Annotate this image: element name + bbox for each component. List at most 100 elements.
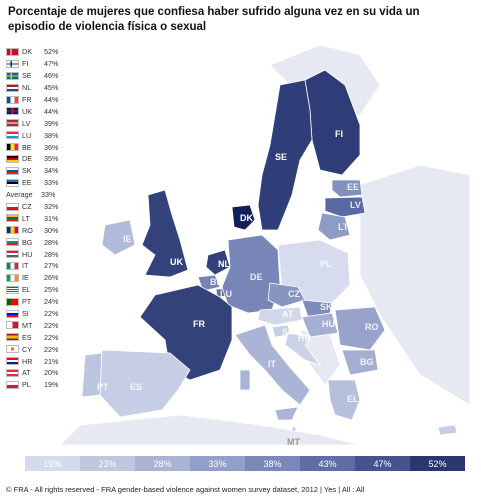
country-EE bbox=[331, 179, 363, 198]
country-CY bbox=[437, 424, 458, 436]
country-percentage: 52% bbox=[44, 47, 59, 57]
ranking-row: CY 22% bbox=[6, 343, 66, 355]
map-label-hu: HU bbox=[322, 319, 335, 329]
ranking-row: DE 35% bbox=[6, 153, 66, 165]
flag-ee bbox=[6, 178, 19, 187]
flag-mt bbox=[6, 321, 19, 330]
flag-lu bbox=[6, 131, 19, 140]
country-code: RO bbox=[22, 225, 33, 235]
country-EL bbox=[327, 379, 361, 421]
country-percentage: 22% bbox=[44, 309, 59, 319]
ranking-row: PT 24% bbox=[6, 296, 66, 308]
country-percentage: 38% bbox=[44, 130, 59, 140]
country-percentage: 31% bbox=[44, 213, 59, 223]
map-title: Porcentaje de mujeres que confiesa haber… bbox=[8, 6, 420, 33]
country-code: SE bbox=[22, 71, 32, 81]
country-FR bbox=[139, 284, 233, 381]
map-label-fi: FI bbox=[335, 129, 343, 139]
country-code: LV bbox=[22, 118, 31, 128]
ranking-row: MT 22% bbox=[6, 319, 66, 331]
map-label-malta: MT bbox=[287, 437, 300, 447]
country-code: EL bbox=[22, 285, 31, 295]
flag-uk bbox=[6, 107, 19, 116]
color-scale-legend: 19% 23% 28% 33% 38% 43% 47% 52% bbox=[25, 456, 465, 471]
country-code: BE bbox=[22, 142, 32, 152]
map-label-bg: BG bbox=[360, 357, 374, 367]
country-percentage: 22% bbox=[44, 332, 59, 342]
flag-at bbox=[6, 368, 19, 377]
ranking-row: FI 47% bbox=[6, 58, 66, 70]
map-label-dk: DK bbox=[240, 213, 253, 223]
flag-es bbox=[6, 333, 19, 342]
non-eu-land-africa bbox=[60, 414, 361, 445]
map-label-pl: PL bbox=[320, 259, 332, 269]
flag-bg bbox=[6, 238, 19, 247]
map-label-lu: LU bbox=[220, 289, 232, 299]
flag-it bbox=[6, 261, 19, 270]
country-code: MT bbox=[22, 320, 33, 330]
ranking-row: UK 44% bbox=[6, 105, 66, 117]
country-SE bbox=[257, 79, 313, 231]
flag-nl bbox=[6, 83, 19, 92]
flag-se bbox=[6, 71, 19, 80]
map-label-cz: CZ bbox=[288, 289, 300, 299]
map-label-hr: HR bbox=[298, 333, 311, 343]
map-label-ee: EE bbox=[347, 182, 359, 192]
map-label-pt: PT bbox=[97, 382, 109, 392]
country-percentage: 35% bbox=[44, 154, 59, 164]
flag-lv bbox=[6, 119, 19, 128]
map-label-lt: LT bbox=[338, 222, 349, 232]
country-percentage: 33% bbox=[41, 190, 56, 200]
scale-step: 47% bbox=[355, 456, 410, 471]
scale-step: 28% bbox=[135, 456, 190, 471]
ranking-row: BG 28% bbox=[6, 236, 66, 248]
flag-dk bbox=[6, 47, 19, 56]
country-AT bbox=[257, 306, 303, 326]
flag-ro bbox=[6, 226, 19, 235]
flag-cy bbox=[6, 345, 19, 354]
flag-si bbox=[6, 309, 19, 318]
country-UK bbox=[141, 189, 189, 278]
country-percentage: 21% bbox=[44, 356, 59, 366]
map-label-ie: IE bbox=[123, 234, 132, 244]
country-code: FI bbox=[22, 59, 29, 69]
country-BG bbox=[341, 349, 379, 376]
scale-step: 33% bbox=[190, 456, 245, 471]
country-percentage: 32% bbox=[44, 202, 59, 212]
country-code: IT bbox=[22, 261, 29, 271]
country-percentage: 25% bbox=[44, 285, 59, 295]
scale-step: 23% bbox=[80, 456, 135, 471]
country-IT-sicily bbox=[274, 406, 299, 421]
country-code: NL bbox=[22, 83, 32, 93]
ranking-row: SK 34% bbox=[6, 165, 66, 177]
country-percentage: 22% bbox=[44, 344, 59, 354]
ranking-row: SE 46% bbox=[6, 70, 66, 82]
country-code: ES bbox=[22, 332, 32, 342]
map-label-be: BE bbox=[210, 277, 223, 287]
ranking-row: LT 31% bbox=[6, 212, 66, 224]
scale-step: 38% bbox=[245, 456, 300, 471]
country-code: DE bbox=[22, 154, 32, 164]
map-label-de: DE bbox=[250, 272, 263, 282]
country-percentage: 27% bbox=[44, 261, 59, 271]
map-label-at: AT bbox=[282, 309, 294, 319]
country-NL bbox=[205, 249, 231, 276]
ranking-row: PL 19% bbox=[6, 379, 66, 391]
flag-cz bbox=[6, 202, 19, 211]
map-label-sk: SK bbox=[320, 302, 333, 312]
country-percentage: 28% bbox=[44, 237, 59, 247]
country-BE bbox=[197, 274, 221, 292]
map-label-uk: UK bbox=[170, 257, 183, 267]
ranking-row: Average 33% bbox=[6, 189, 66, 201]
map-label-si: SI bbox=[282, 327, 291, 337]
flag-el bbox=[6, 285, 19, 294]
source-footer: © FRA - All rights reserved - FRA gender… bbox=[6, 485, 365, 494]
country-code: UK bbox=[22, 106, 32, 116]
map-label-fr: FR bbox=[193, 319, 205, 329]
country-code: CZ bbox=[22, 202, 32, 212]
country-percentage: 28% bbox=[44, 249, 59, 259]
ranking-row: IE 26% bbox=[6, 272, 66, 284]
country-percentage: 39% bbox=[44, 118, 59, 128]
country-percentage: 20% bbox=[44, 368, 59, 378]
country-ranking-list: DK 52% FI 47% SE 46% NL 45% FR 44% UK 44% LV 39% LU 38%… bbox=[6, 46, 66, 391]
